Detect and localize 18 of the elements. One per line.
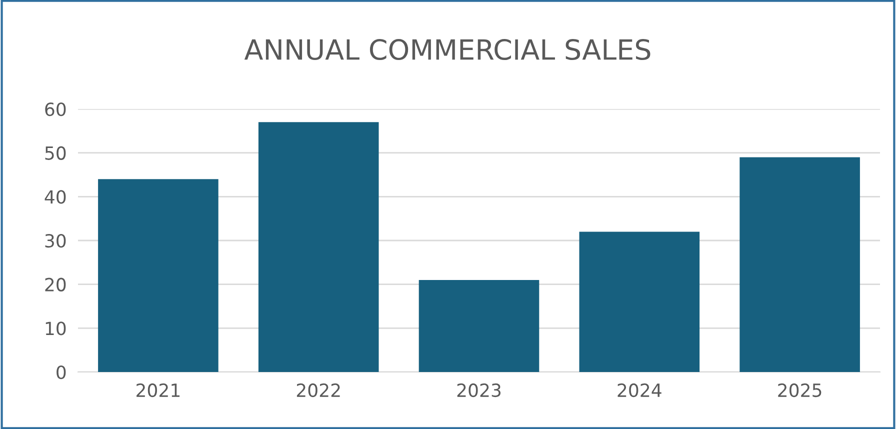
y-tick-label: 10: [46, 322, 66, 336]
y-tick-label: 20: [45, 278, 66, 292]
bar: [258, 122, 379, 372]
x-tick-label: 2025: [778, 383, 822, 398]
y-tick-label: 60: [45, 102, 66, 116]
x-tick-label: 2024: [618, 383, 662, 398]
x-tick-label: 2021: [136, 383, 180, 398]
x-tick-label: 2022: [296, 383, 340, 398]
y-tick-label: 40: [44, 190, 66, 204]
bar: [418, 280, 540, 372]
chart-title: ANNUAL COMMERCIAL SALES: [244, 39, 650, 60]
y-tick-label: 0: [56, 365, 66, 380]
y-tick-label: 50: [45, 146, 66, 160]
bar: [579, 232, 700, 372]
bar: [98, 179, 218, 372]
y-tick-label: 30: [45, 234, 66, 248]
bar: [740, 157, 860, 372]
x-tick-label: 2023: [457, 383, 501, 398]
